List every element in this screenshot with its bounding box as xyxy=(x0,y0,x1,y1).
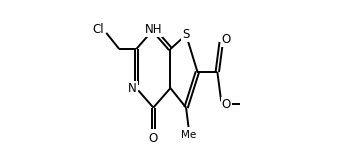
Text: S: S xyxy=(183,28,190,41)
Text: Cl: Cl xyxy=(92,23,104,36)
Text: O: O xyxy=(222,33,231,46)
Text: O: O xyxy=(149,132,158,145)
Text: N: N xyxy=(128,82,137,95)
Text: O: O xyxy=(222,98,231,111)
Text: Me: Me xyxy=(181,130,196,140)
Text: NH: NH xyxy=(145,23,162,36)
